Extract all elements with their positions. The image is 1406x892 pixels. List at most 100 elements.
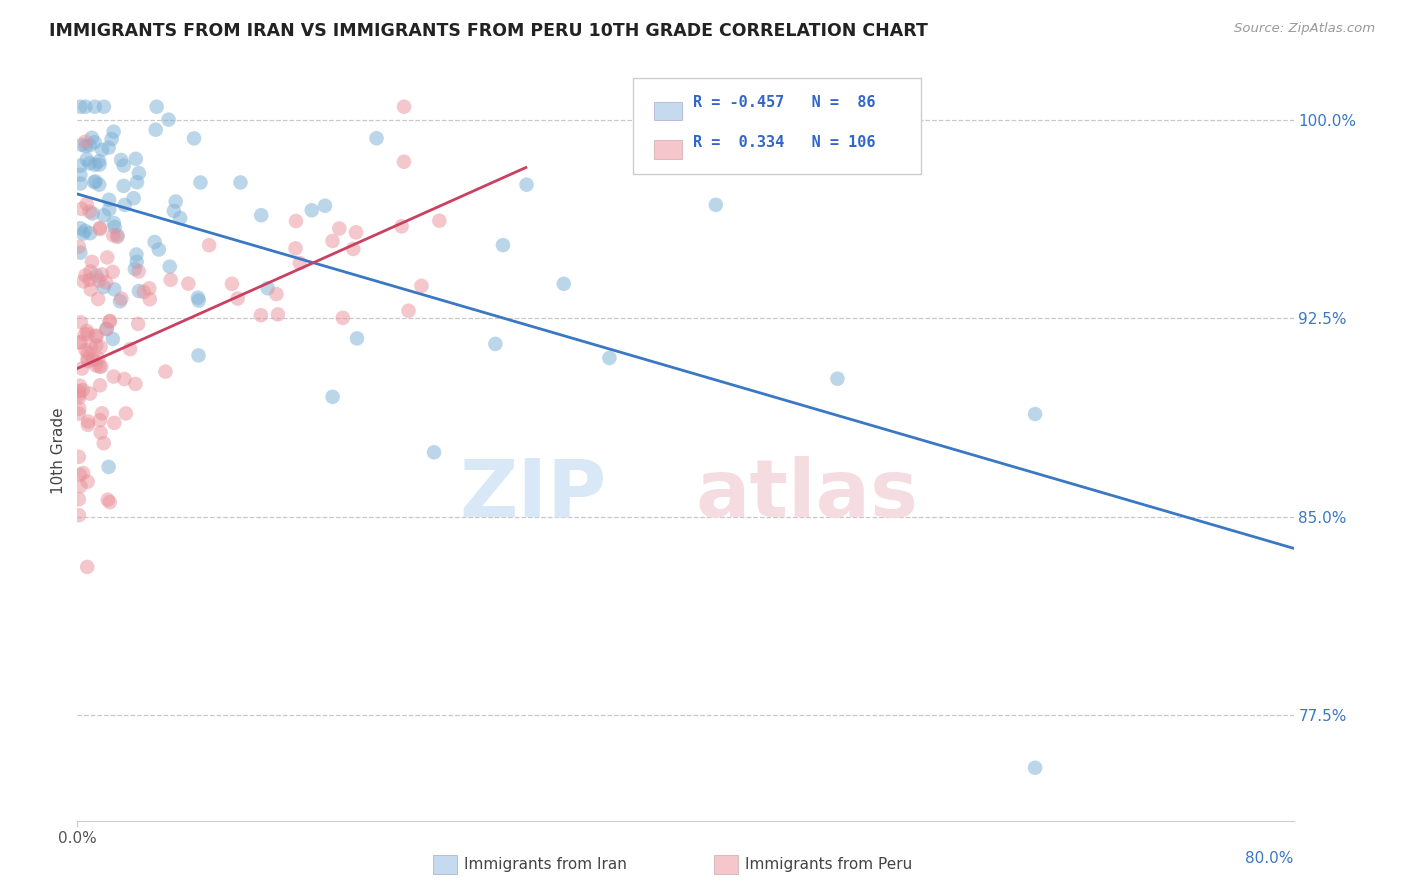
Point bbox=[107, 230, 129, 244]
Point bbox=[256, 281, 278, 295]
Point bbox=[75, 100, 97, 114]
Point bbox=[101, 265, 124, 279]
Point bbox=[1024, 761, 1046, 775]
Point bbox=[89, 178, 111, 192]
Point bbox=[391, 219, 413, 234]
Point bbox=[94, 275, 117, 289]
Point bbox=[69, 479, 91, 493]
Point bbox=[83, 352, 105, 367]
Point bbox=[80, 255, 103, 269]
Point bbox=[86, 338, 108, 352]
Point bbox=[69, 467, 91, 482]
Point bbox=[103, 125, 125, 139]
Point bbox=[79, 386, 101, 401]
Point bbox=[70, 137, 93, 152]
Point bbox=[288, 256, 311, 270]
Point bbox=[285, 214, 308, 228]
Point bbox=[69, 100, 91, 114]
Point bbox=[67, 508, 90, 523]
Point bbox=[143, 235, 166, 249]
Point bbox=[163, 203, 186, 218]
Point bbox=[115, 406, 138, 420]
Point bbox=[67, 407, 90, 421]
Text: Source: ZipAtlas.com: Source: ZipAtlas.com bbox=[1234, 22, 1375, 36]
Point bbox=[125, 247, 148, 261]
Point bbox=[76, 197, 98, 211]
Point bbox=[79, 204, 101, 219]
Point bbox=[105, 228, 128, 243]
Point bbox=[83, 100, 105, 114]
Point bbox=[322, 234, 344, 248]
Point bbox=[177, 277, 200, 291]
Point bbox=[598, 351, 620, 365]
Point bbox=[76, 560, 98, 574]
Point bbox=[148, 243, 170, 257]
Point bbox=[198, 238, 221, 252]
Text: Immigrants from Peru: Immigrants from Peru bbox=[745, 857, 912, 871]
Point bbox=[266, 287, 288, 301]
Point bbox=[98, 495, 121, 509]
Point bbox=[332, 310, 354, 325]
Point bbox=[83, 135, 105, 149]
Point bbox=[69, 159, 91, 173]
Point bbox=[77, 415, 100, 429]
Point bbox=[89, 378, 111, 392]
Point bbox=[79, 226, 101, 240]
Point bbox=[157, 112, 180, 127]
Point bbox=[103, 228, 125, 243]
Point bbox=[110, 292, 132, 306]
Point bbox=[86, 329, 108, 343]
Point bbox=[79, 264, 101, 278]
Point bbox=[69, 315, 91, 329]
Point bbox=[76, 475, 98, 489]
Point bbox=[80, 341, 103, 355]
Point bbox=[75, 139, 97, 153]
Point bbox=[187, 293, 209, 308]
Point bbox=[128, 166, 150, 180]
Point bbox=[93, 208, 115, 222]
Point bbox=[267, 307, 290, 321]
Point bbox=[87, 274, 110, 288]
Point bbox=[72, 466, 94, 480]
Point bbox=[72, 383, 94, 397]
Point bbox=[76, 351, 98, 366]
Point bbox=[89, 222, 111, 236]
Point bbox=[221, 277, 243, 291]
Point bbox=[90, 425, 112, 440]
Point bbox=[103, 282, 125, 296]
Point bbox=[89, 413, 111, 427]
Point bbox=[67, 388, 90, 402]
Point bbox=[67, 240, 90, 254]
Point bbox=[250, 208, 273, 222]
Point bbox=[70, 202, 93, 216]
Point bbox=[125, 152, 148, 166]
Text: R = -0.457   N =  86: R = -0.457 N = 86 bbox=[693, 95, 876, 110]
Point bbox=[108, 294, 131, 309]
Point bbox=[1024, 407, 1046, 421]
Point bbox=[96, 322, 118, 336]
Point bbox=[159, 260, 181, 274]
Point bbox=[91, 143, 114, 157]
Point bbox=[69, 177, 91, 191]
Point bbox=[114, 198, 136, 212]
Point bbox=[187, 291, 209, 305]
Point bbox=[75, 268, 97, 283]
Point bbox=[346, 331, 368, 345]
Point bbox=[114, 372, 136, 386]
Point bbox=[98, 314, 121, 328]
Point bbox=[80, 283, 103, 297]
Point bbox=[97, 141, 120, 155]
Text: ZIP: ZIP bbox=[460, 456, 606, 534]
Point bbox=[76, 324, 98, 338]
Point bbox=[344, 225, 367, 239]
Point bbox=[76, 153, 98, 167]
Point bbox=[67, 384, 90, 398]
Point bbox=[89, 221, 111, 235]
Point bbox=[98, 193, 121, 207]
Point bbox=[100, 132, 122, 146]
Text: R =  0.334   N = 106: R = 0.334 N = 106 bbox=[693, 136, 876, 150]
Point bbox=[155, 365, 177, 379]
Point bbox=[110, 153, 132, 167]
Point bbox=[67, 335, 90, 350]
Text: 80.0%: 80.0% bbox=[1246, 851, 1294, 866]
